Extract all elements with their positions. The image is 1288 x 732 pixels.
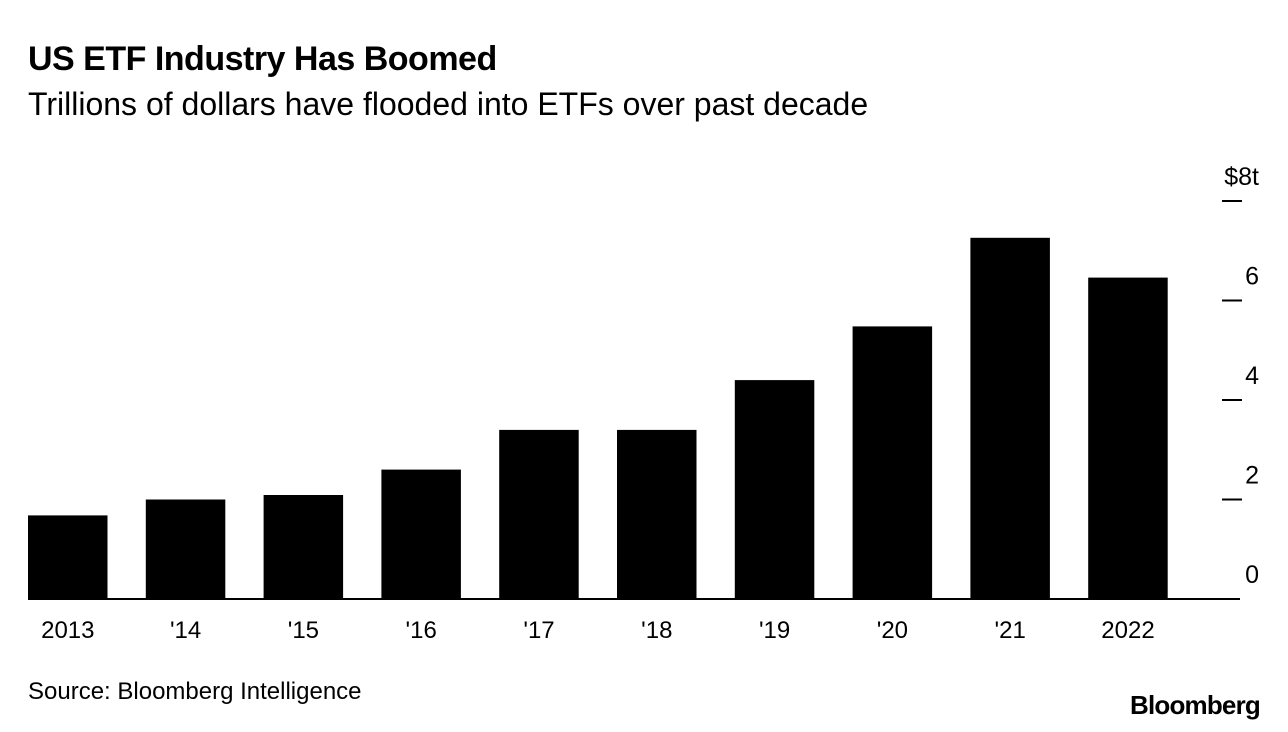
bar-0 — [28, 515, 108, 599]
bar-9 — [1088, 277, 1168, 599]
bars-group — [28, 237, 1168, 600]
x-tick-label-8: '21 — [995, 617, 1026, 644]
bar-3 — [381, 469, 461, 599]
chart-title: US ETF Industry Has Boomed — [28, 40, 497, 78]
x-tick-label-4: '17 — [523, 617, 554, 644]
bar-4 — [499, 429, 579, 599]
x-tick-label-1: '14 — [170, 617, 201, 644]
x-tick-label-3: '16 — [406, 617, 437, 644]
bloomberg-logo: Bloomberg — [1129, 690, 1261, 720]
x-axis-labels: 2013 '14 '15 '16 '17 '18 '19 '20 '21 2022 — [41, 617, 1155, 644]
bar-2 — [263, 495, 344, 599]
bar-6 — [734, 380, 815, 599]
y-tick-label-0: 0 — [1245, 561, 1259, 589]
x-tick-label-2: '15 — [288, 617, 319, 644]
x-tick-label-9: 2022 — [1101, 617, 1154, 644]
source-note: Source: Bloomberg Intelligence — [28, 678, 362, 705]
x-tick-label-0: 2013 — [41, 617, 94, 644]
chart-subtitle: Trillions of dollars have flooded into E… — [28, 86, 869, 122]
y-tick-label-4: $8t — [1224, 163, 1259, 191]
x-tick-label-6: '19 — [759, 617, 790, 644]
x-tick-label-7: '20 — [877, 617, 908, 644]
y-tick-label-3: 6 — [1245, 263, 1259, 291]
y-tick-label-2: 4 — [1245, 362, 1259, 390]
y-axis: 0 2 4 6 $8t — [1222, 163, 1259, 589]
bar-8 — [970, 237, 1050, 600]
bar-7 — [852, 326, 933, 599]
x-tick-label-5: '18 — [641, 617, 672, 644]
bar-1 — [145, 499, 226, 599]
y-tick-label-1: 2 — [1245, 462, 1259, 490]
bar-5 — [617, 429, 697, 599]
